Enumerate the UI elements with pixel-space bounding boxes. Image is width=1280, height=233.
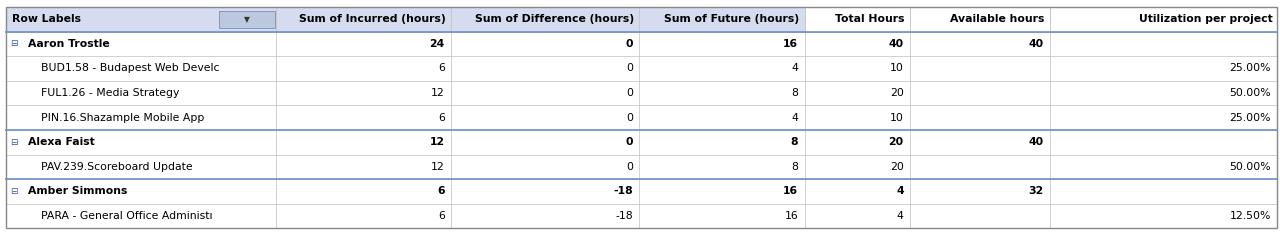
Text: 40: 40 (888, 39, 904, 49)
Text: 50.00%: 50.00% (1229, 88, 1271, 98)
Text: 4: 4 (897, 211, 904, 221)
Bar (805, 154, 910, 179)
Bar (805, 204, 910, 228)
Text: 6: 6 (438, 211, 445, 221)
Text: 12: 12 (431, 88, 445, 98)
Text: ⊟: ⊟ (10, 187, 18, 196)
Bar (805, 105, 910, 130)
Bar (219, 11, 275, 28)
Text: Aaron Trostle: Aaron Trostle (28, 39, 110, 49)
Text: BUD1.58 - Budapest Web Develc: BUD1.58 - Budapest Web Develc (41, 63, 219, 73)
Text: 20: 20 (888, 137, 904, 147)
Text: 16: 16 (785, 211, 799, 221)
Text: Utilization per project: Utilization per project (1139, 14, 1272, 24)
Text: 40: 40 (1028, 39, 1043, 49)
Text: ⊟: ⊟ (10, 39, 18, 48)
Bar (805, 105, 910, 130)
Text: -18: -18 (613, 186, 634, 196)
Text: Sum of Difference (hours): Sum of Difference (hours) (475, 14, 635, 24)
Bar (805, 7, 910, 32)
Text: 16: 16 (783, 39, 799, 49)
Bar (805, 154, 910, 179)
Text: Sum of Future (hours): Sum of Future (hours) (664, 14, 800, 24)
Text: PARA - General Office Administı: PARA - General Office Administı (41, 211, 212, 221)
Text: -18: -18 (616, 211, 634, 221)
Text: Sum of Incurred (hours): Sum of Incurred (hours) (300, 14, 447, 24)
Text: 0: 0 (626, 113, 634, 123)
Text: ▼: ▼ (244, 15, 250, 24)
Text: 4: 4 (896, 186, 904, 196)
Text: 0: 0 (626, 88, 634, 98)
Text: 8: 8 (791, 162, 799, 172)
Text: Total Hours: Total Hours (836, 14, 905, 24)
Text: Alexa Faist: Alexa Faist (28, 137, 95, 147)
Bar (805, 81, 910, 105)
Text: PAV.239.Scoreboard Update: PAV.239.Scoreboard Update (41, 162, 192, 172)
Text: 6: 6 (438, 63, 445, 73)
Text: 25.00%: 25.00% (1230, 63, 1271, 73)
Text: 32: 32 (1028, 186, 1043, 196)
Text: 0: 0 (626, 39, 634, 49)
Text: 6: 6 (438, 186, 445, 196)
Text: 40: 40 (1028, 137, 1043, 147)
Bar (805, 32, 910, 56)
Text: PIN.16.Shazample Mobile App: PIN.16.Shazample Mobile App (41, 113, 204, 123)
Text: 20: 20 (890, 88, 904, 98)
Bar (805, 81, 910, 105)
Bar (805, 130, 910, 154)
Text: 50.00%: 50.00% (1229, 162, 1271, 172)
Text: Row Labels: Row Labels (12, 14, 81, 24)
Text: Amber Simmons: Amber Simmons (28, 186, 128, 196)
Text: 8: 8 (791, 137, 799, 147)
Text: 20: 20 (890, 162, 904, 172)
Text: FUL1.26 - Media Strategy: FUL1.26 - Media Strategy (41, 88, 179, 98)
Bar (805, 179, 910, 204)
Text: 12.50%: 12.50% (1230, 211, 1271, 221)
Text: 8: 8 (791, 88, 799, 98)
Text: Available hours: Available hours (951, 14, 1044, 24)
Text: 6: 6 (438, 113, 445, 123)
Text: 12: 12 (431, 162, 445, 172)
Bar (805, 56, 910, 81)
Bar (805, 179, 910, 204)
Text: 0: 0 (626, 63, 634, 73)
Text: 0: 0 (626, 137, 634, 147)
Text: 24: 24 (430, 39, 445, 49)
Bar (219, 11, 275, 28)
Text: 4: 4 (791, 63, 799, 73)
Bar (805, 130, 910, 154)
Text: 10: 10 (890, 63, 904, 73)
Bar (805, 32, 910, 56)
Text: ⊟: ⊟ (10, 138, 18, 147)
Text: 12: 12 (430, 137, 445, 147)
Text: 16: 16 (783, 186, 799, 196)
Text: 10: 10 (890, 113, 904, 123)
Text: 0: 0 (626, 162, 634, 172)
Bar (805, 204, 910, 228)
Text: 25.00%: 25.00% (1230, 113, 1271, 123)
Bar (805, 7, 910, 32)
Text: 4: 4 (791, 113, 799, 123)
Bar (805, 56, 910, 81)
